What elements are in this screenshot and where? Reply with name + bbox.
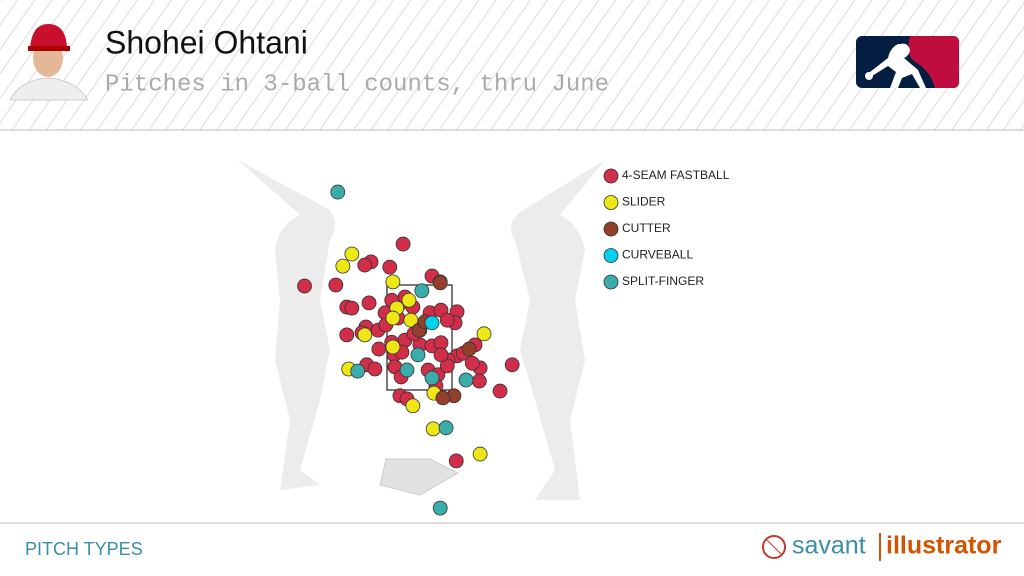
pitch-dot [471, 373, 487, 389]
pitch-dot [405, 398, 421, 414]
pitch-dot [357, 327, 373, 343]
legend-label: 4-SEAM FASTBALL [622, 168, 730, 182]
pitch-dot [438, 420, 454, 436]
legend-label: CUTTER [622, 221, 671, 235]
pitch-dot [385, 310, 401, 326]
pitch-dot [339, 327, 355, 343]
pitch-dot [435, 390, 451, 406]
pitch-dot [399, 362, 415, 378]
chart-title: Shohei Ohtani [105, 24, 308, 60]
pitch-dot [410, 347, 426, 363]
pitch-dot [504, 357, 520, 373]
pitch-dot [335, 258, 351, 274]
pitch-dot [361, 295, 377, 311]
mlb-logo [856, 36, 959, 88]
pitch-dot [385, 339, 401, 355]
pitch-dot [395, 236, 411, 252]
brand-savant: savant [792, 532, 866, 560]
pitch-dot [439, 358, 455, 374]
pitch-dot [448, 453, 464, 469]
pitch-dot [328, 277, 344, 293]
pitch-dot [330, 184, 346, 200]
pitch-dot [371, 341, 387, 357]
legend-swatch [603, 248, 619, 263]
pitch-dot [385, 274, 401, 290]
savant-logo [762, 535, 786, 559]
legend-label: SPLIT-FINGER [622, 274, 704, 288]
pitch-dot [433, 347, 449, 363]
pitch-dot [350, 363, 366, 379]
pitch-dot [367, 361, 383, 377]
player-headshot [9, 24, 89, 101]
chart-subtitle: Pitches in 3-ball counts, thru June [105, 71, 609, 98]
pitch-dot [458, 372, 474, 388]
brand-illustrator: illustrator [886, 532, 1002, 560]
pitch-dot [297, 278, 312, 294]
pitch-dot [476, 326, 492, 342]
pitch-dot [432, 275, 448, 291]
pitch-dot [424, 315, 440, 331]
pitch-dot [344, 300, 360, 316]
pitch-dot [464, 355, 480, 371]
pitch-dot [472, 446, 488, 462]
pitch-dot [357, 257, 373, 273]
pitch-dot [414, 283, 430, 299]
pitch-dot [492, 383, 508, 399]
footer-label: PITCH TYPES [25, 539, 143, 559]
legend-swatch [603, 195, 619, 210]
pitch-dot [344, 246, 360, 262]
legend-label: CURVEBALL [622, 248, 693, 262]
legend-swatch [603, 221, 619, 237]
pitch-dot [424, 370, 440, 386]
header-bg [0, 0, 1024, 130]
pitch-dot [425, 421, 441, 437]
pitch-dot [439, 312, 455, 328]
legend-label: SLIDER [622, 195, 666, 209]
legend-swatch [603, 274, 619, 290]
pitch-dot [432, 500, 448, 516]
pitch-dot [401, 292, 417, 308]
legend-swatch [603, 168, 619, 184]
pitch-dot [461, 341, 477, 357]
pitch-dot [382, 259, 398, 275]
batter-silhouettes [238, 160, 605, 500]
